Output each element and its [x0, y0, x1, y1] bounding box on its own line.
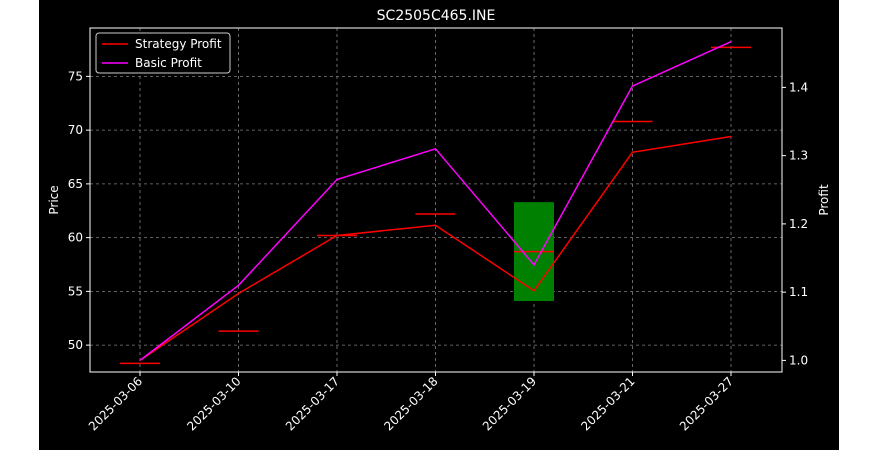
y2-tick-label: 1.2 — [789, 217, 808, 231]
y2-tick-label: 1.1 — [789, 285, 808, 299]
y-tick-label: 70 — [68, 123, 83, 137]
y-tick-label: 65 — [68, 177, 83, 191]
series-line-basic-profit — [139, 40, 732, 361]
legend-label-strategy-profit: Strategy Profit — [135, 37, 222, 51]
y2-tick-label: 1.3 — [789, 149, 808, 163]
y-tick-label: 60 — [68, 231, 83, 245]
right-y-axis: 1.0 1.1 1.2 1.3 1.4 — [782, 80, 808, 367]
series-lines — [139, 40, 732, 362]
y-tick-label: 50 — [68, 338, 83, 352]
figure-background — [39, 0, 839, 450]
legend-label-basic-profit: Basic Profit — [135, 56, 202, 70]
left-y-axis: 50 55 60 65 70 75 — [68, 69, 90, 352]
y-tick-label: 55 — [68, 284, 83, 298]
grid-lines — [90, 28, 782, 372]
y2-tick-label: 1.0 — [789, 353, 808, 367]
legend-box — [95, 32, 231, 74]
chart-title: SC2505C465.INE — [377, 8, 496, 24]
y-axis-label: Price — [47, 185, 61, 214]
y-tick-label: 75 — [68, 69, 83, 83]
y2-axis-label: Profit — [817, 184, 831, 216]
y2-tick-label: 1.4 — [789, 80, 808, 94]
legend: Strategy Profit Basic Profit — [95, 32, 231, 74]
series-line-strategy-profit — [139, 135, 732, 362]
